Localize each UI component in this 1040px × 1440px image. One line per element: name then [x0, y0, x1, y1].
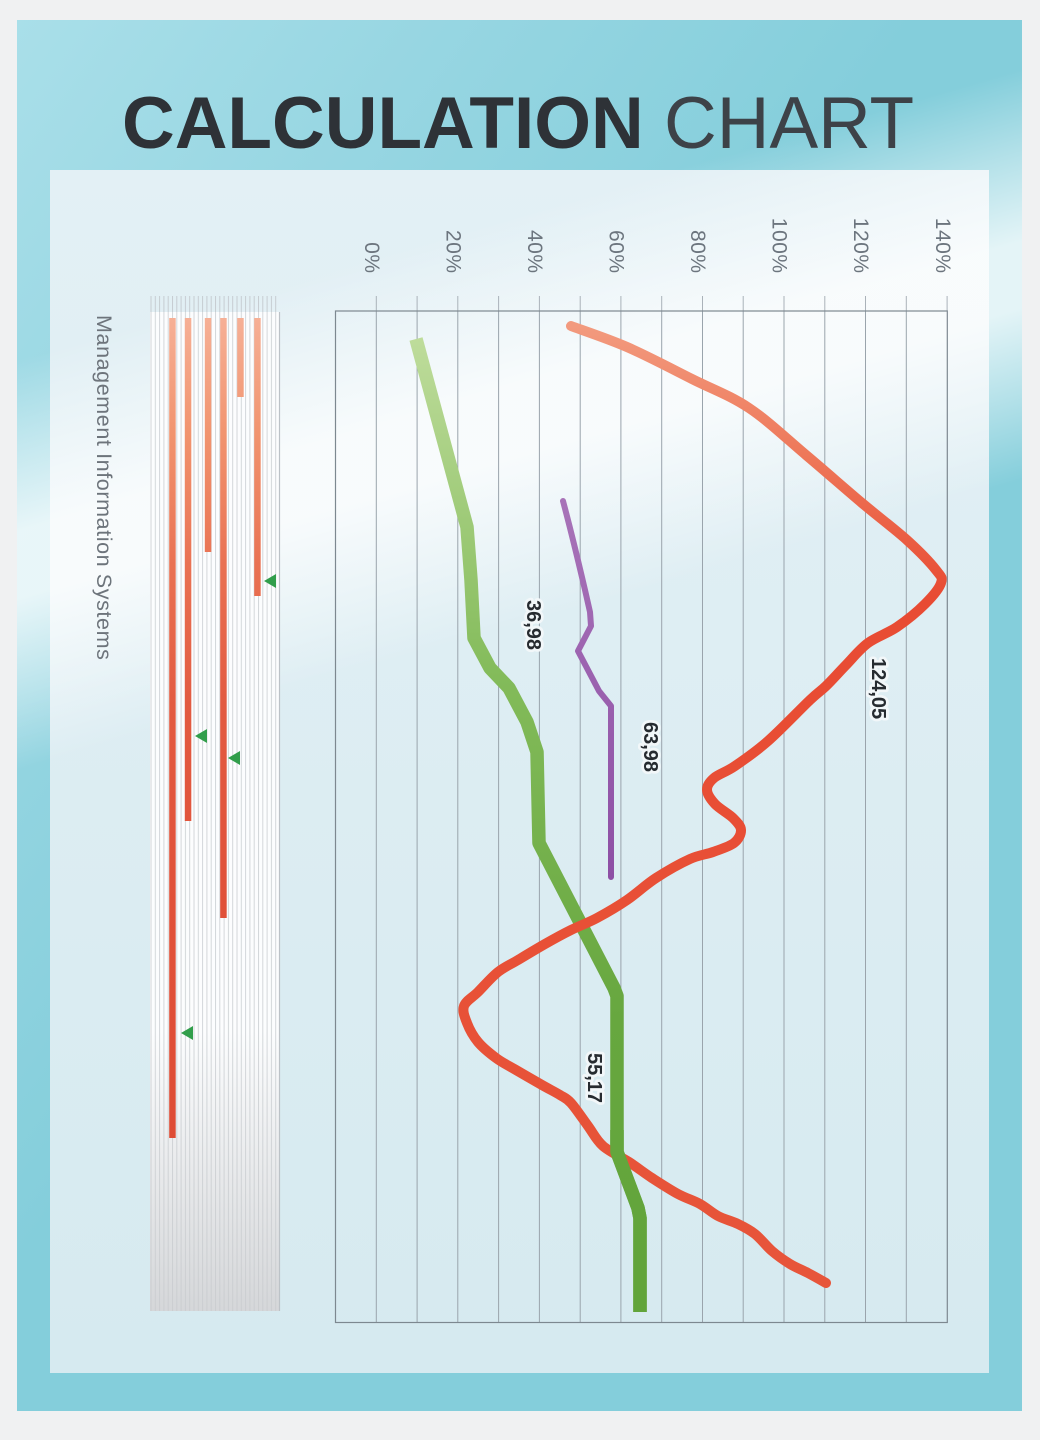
svg-text:120%: 120%	[849, 218, 872, 274]
svg-text:Management Information Systems: Management Information Systems	[92, 315, 116, 660]
svg-text:100%: 100%	[768, 218, 791, 274]
svg-text:CALCULATION CHART: CALCULATION CHART	[122, 83, 914, 164]
svg-text:0%: 0%	[360, 242, 383, 273]
svg-text:55,17: 55,17	[583, 1053, 605, 1103]
svg-text:36,98: 36,98	[522, 600, 544, 650]
svg-text:20%: 20%	[442, 230, 465, 274]
svg-text:140%: 140%	[931, 218, 954, 274]
svg-text:40%: 40%	[523, 230, 546, 274]
svg-text:60%: 60%	[605, 230, 628, 274]
svg-text:124,05: 124,05	[867, 658, 889, 719]
svg-text:63,98: 63,98	[639, 722, 661, 772]
svg-text:80%: 80%	[686, 230, 709, 274]
